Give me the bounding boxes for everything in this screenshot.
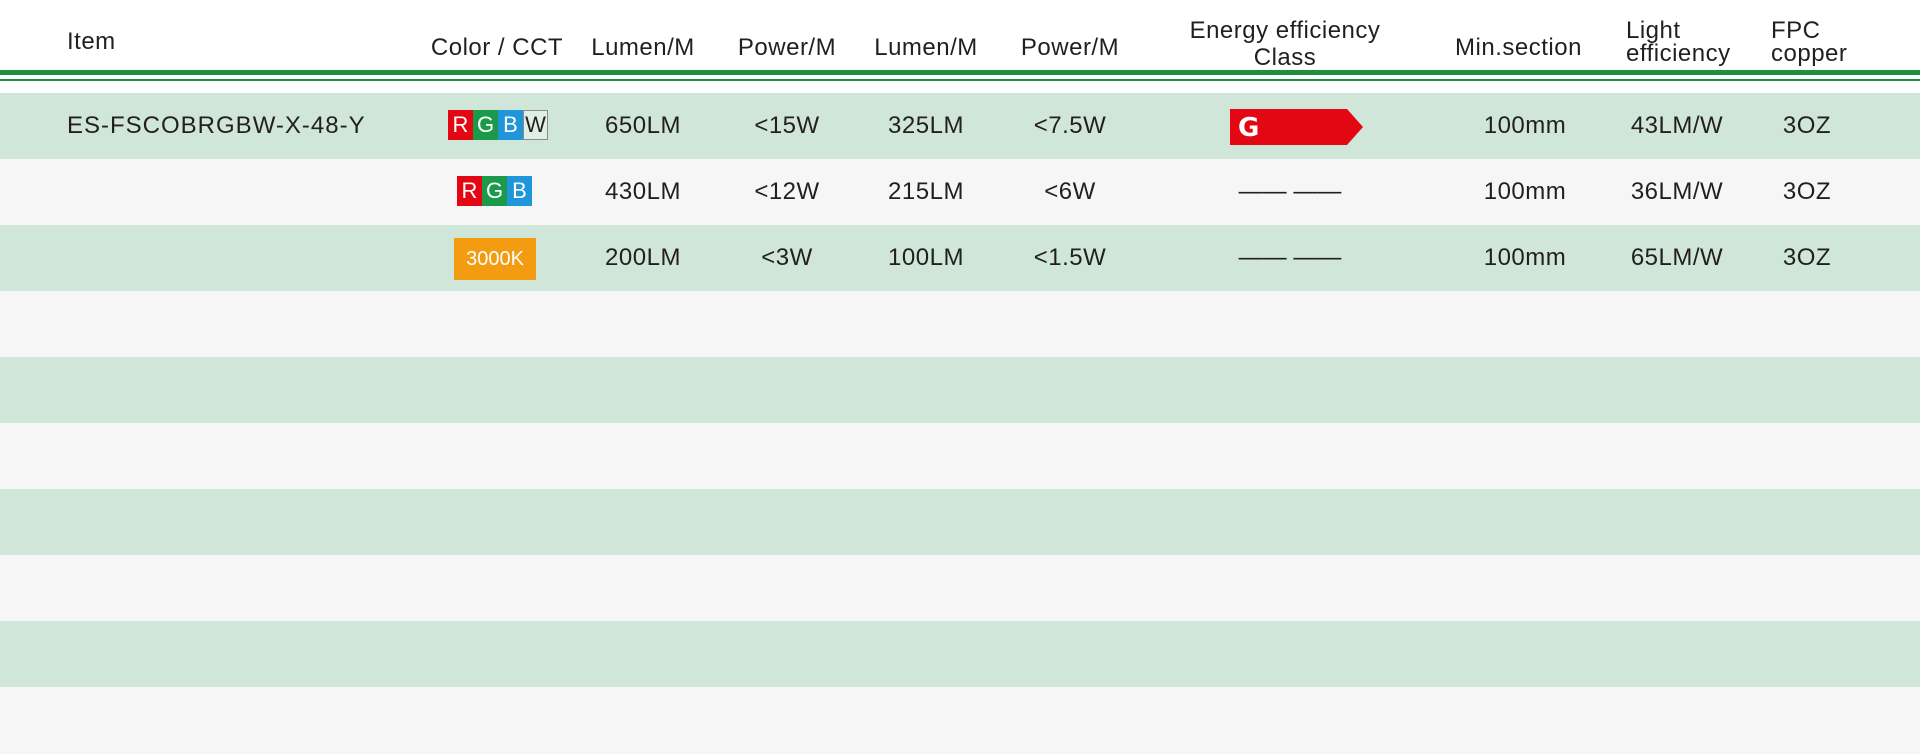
header-energy-class-line1: Energy efficiency — [1189, 17, 1381, 44]
light-efficiency: 43LM/W — [1630, 112, 1724, 139]
empty-table-row — [0, 489, 1920, 555]
swatch-red: R — [448, 110, 473, 140]
energy-class-arrow: G — [1230, 109, 1363, 145]
swatch-green: G — [482, 176, 507, 206]
empty-table-row — [0, 291, 1920, 357]
empty-table-row — [0, 423, 1920, 489]
lumen-per-meter-1: 200LM — [605, 244, 681, 271]
header-lumen-m-2: Lumen/M — [874, 34, 978, 61]
power-per-meter-1: <12W — [754, 178, 820, 205]
color-swatches-rgb: R G B — [457, 176, 532, 206]
fpc-copper: 3OZ — [1782, 244, 1832, 271]
swatch-green: G — [473, 110, 498, 140]
header-power-m-1: Power/M — [737, 34, 837, 61]
table-row: 3000K 200LM <3W 100LM <1.5W —— —— 100mm … — [0, 225, 1920, 291]
power-per-meter-1: <3W — [761, 244, 813, 271]
header-min-section: Min.section — [1455, 34, 1582, 61]
energy-arrow-shape — [1230, 109, 1363, 145]
header-item: Item — [67, 28, 116, 55]
min-section: 100mm — [1483, 244, 1567, 271]
cct-badge: 3000K — [454, 238, 536, 280]
empty-table-row — [0, 687, 1920, 754]
lumen-per-meter-2: 100LM — [888, 244, 964, 271]
header-fpc-line1: FPC — [1771, 17, 1821, 44]
header-color-cct: Color / CCT — [430, 34, 564, 61]
header-lumen-m-1: Lumen/M — [591, 34, 695, 61]
header-energy-class-line2: Class — [1253, 44, 1317, 71]
header-power-m-2: Power/M — [1020, 34, 1120, 61]
swatch-blue: B — [507, 176, 532, 206]
empty-table-row — [0, 621, 1920, 687]
min-section: 100mm — [1483, 112, 1567, 139]
power-per-meter-1: <15W — [754, 112, 820, 139]
power-per-meter-2: <7.5W — [1033, 112, 1107, 139]
min-section: 100mm — [1483, 178, 1567, 205]
color-swatches-rgbw: R G B W — [448, 110, 548, 140]
lumen-per-meter-1: 650LM — [605, 112, 681, 139]
lumen-per-meter-2: 325LM — [888, 112, 964, 139]
header-light-efficiency-line1: Light — [1626, 17, 1681, 44]
header-light-efficiency-line2: efficiency — [1626, 40, 1731, 67]
swatch-blue: B — [498, 110, 523, 140]
energy-class-letter: G — [1238, 113, 1260, 143]
lumen-per-meter-2: 215LM — [888, 178, 964, 205]
empty-table-row — [0, 357, 1920, 423]
power-per-meter-2: <6W — [1044, 178, 1096, 205]
energy-class-empty: —— —— — [1238, 244, 1342, 271]
swatch-red: R — [457, 176, 482, 206]
table-header: Item Color / CCT Lumen/M Power/M Lumen/M… — [0, 0, 1920, 71]
row-item: ES-FSCOBRGBW-X-48-Y — [67, 112, 366, 139]
header-rule-thick — [0, 70, 1920, 75]
empty-table-row — [0, 555, 1920, 621]
swatch-white: W — [523, 110, 548, 140]
light-efficiency: 65LM/W — [1630, 244, 1724, 271]
header-fpc-line2: copper — [1771, 40, 1848, 67]
power-per-meter-2: <1.5W — [1033, 244, 1107, 271]
energy-class-empty: —— —— — [1238, 178, 1342, 205]
table-row: R G B 430LM <12W 215LM <6W —— —— 100mm 3… — [0, 159, 1920, 225]
header-rule-thin — [0, 79, 1920, 81]
fpc-copper: 3OZ — [1782, 112, 1832, 139]
table-row: ES-FSCOBRGBW-X-48-Y R G B W 650LM <15W 3… — [0, 93, 1920, 159]
light-efficiency: 36LM/W — [1630, 178, 1724, 205]
fpc-copper: 3OZ — [1782, 178, 1832, 205]
lumen-per-meter-1: 430LM — [605, 178, 681, 205]
